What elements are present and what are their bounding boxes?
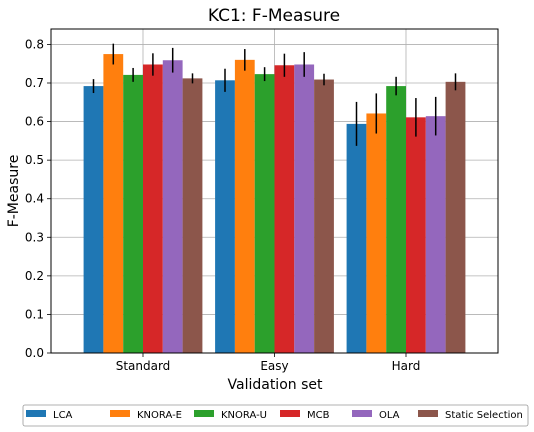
- bar-knora-e-easy: [234, 59, 255, 353]
- y-tick-label: 0.4: [25, 192, 44, 206]
- y-tick-label: 0.1: [25, 307, 44, 321]
- legend-swatch: [418, 410, 438, 417]
- x-axis-ticks: Standard Easy Hard: [116, 353, 421, 373]
- bar-mcb-standard: [143, 64, 163, 353]
- bar-knora-u-easy: [254, 74, 275, 353]
- y-tick-label: 0.7: [25, 76, 44, 90]
- x-tick-label: Standard: [116, 359, 171, 373]
- bar-static-selection-easy: [314, 79, 334, 354]
- bar-ola-standard: [162, 60, 183, 353]
- x-tick-label: Hard: [392, 359, 421, 373]
- legend-label: Static Selection: [445, 410, 523, 421]
- x-axis-label: Validation set: [228, 377, 323, 393]
- bar-mcb-easy: [274, 65, 295, 353]
- y-tick-label: 0.2: [25, 269, 44, 283]
- legend-swatch: [280, 410, 300, 417]
- bar-knora-e-standard: [103, 54, 124, 353]
- y-axis-label: F-Measure: [6, 155, 22, 228]
- legend-box: [22, 404, 529, 427]
- y-tick-label: 0.3: [25, 230, 44, 244]
- y-tick-label: 0.8: [25, 37, 44, 51]
- bar-static-selection-standard: [182, 78, 203, 353]
- legend-swatch: [26, 410, 46, 417]
- legend-label: MCB: [307, 410, 330, 421]
- y-tick-label: 0.0: [25, 346, 44, 360]
- bar-lca-easy: [215, 80, 235, 354]
- bar-mcb-hard: [406, 117, 426, 353]
- bar-lca-standard: [83, 86, 104, 353]
- legend-swatch: [194, 410, 214, 417]
- error-bars: [92, 43, 457, 146]
- y-tick-label: 0.5: [25, 153, 44, 167]
- bar-ola-easy: [294, 64, 315, 353]
- legend-swatch: [110, 410, 130, 417]
- y-tick-label: 0.6: [25, 115, 44, 129]
- bars: [83, 54, 466, 354]
- legend-label: KNORA-U: [221, 410, 267, 421]
- legend-swatch: [352, 410, 372, 417]
- bar-ola-hard: [425, 116, 446, 354]
- legend-label: LCA: [53, 410, 73, 421]
- legend-items: LCA KNORA-E KNORA-U MCB OLA Static Selection: [26, 410, 523, 421]
- bar-static-selection-hard: [445, 81, 466, 353]
- bar-knora-u-standard: [123, 74, 143, 354]
- bar-knora-u-hard: [386, 86, 406, 353]
- chart-title: KC1: F-Measure: [208, 6, 340, 26]
- legend: LCA KNORA-E KNORA-U MCB OLA Static Selection: [22, 404, 529, 427]
- bar-lca-hard: [346, 123, 367, 353]
- x-tick-label: Easy: [260, 359, 288, 373]
- y-axis-ticks: 0.0 0.1 0.2 0.3 0.4 0.5 0.6 0.7 0.8: [25, 37, 51, 360]
- bar-knora-e-hard: [366, 113, 387, 353]
- legend-label: OLA: [379, 410, 400, 421]
- legend-label: KNORA-E: [137, 410, 182, 421]
